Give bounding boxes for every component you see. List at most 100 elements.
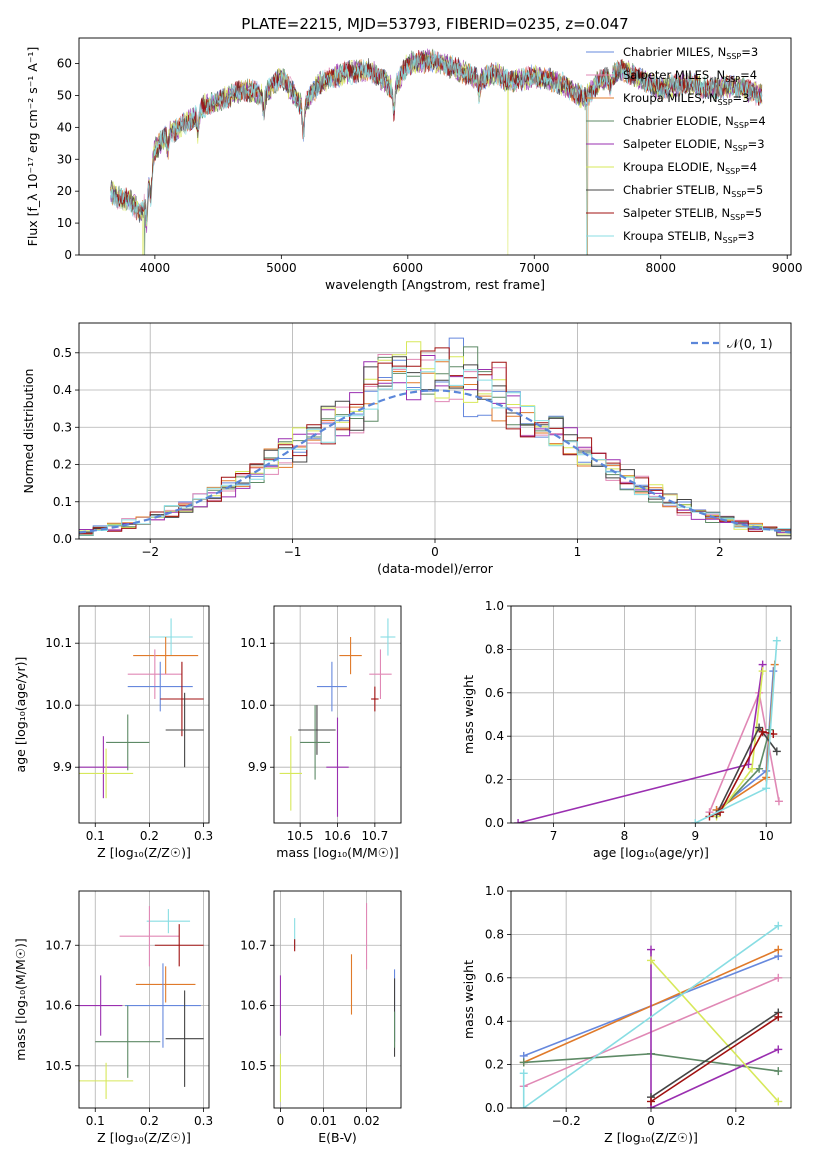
mass-vs-z-point — [135, 966, 196, 1003]
age-vs-mass-point — [316, 661, 347, 712]
legend-entry-name: Kroupa ELODIE, N — [623, 160, 725, 174]
legend-entry: Chabrier STELIB, NSSP=5 — [623, 183, 763, 199]
mass-weight-vs-z-marker — [647, 1097, 655, 1106]
mass-weight-vs-z-marker — [519, 1104, 528, 1108]
spectrum-y-tick-label: 20 — [57, 184, 72, 198]
age-vs-z-point — [79, 736, 128, 799]
residuals-y-tick-label: 0.3 — [53, 420, 72, 434]
spectrum-y-tick-label: 10 — [57, 216, 72, 230]
mass-weight-vs-z-panel: −0.2 0 0.2 0.0 0.2 0.4 0.6 0.8 1.0 Z [log₁₀(Z/Z☉)… — [461, 884, 792, 1145]
age-vs-mass-y-tick-label: 10.1 — [240, 636, 267, 650]
age-vs-mass-point — [339, 637, 362, 675]
mass-weight-vs-age-y-axis-label: mass weight — [461, 675, 476, 754]
mass-vs-z-point — [95, 1005, 161, 1078]
mass-weight-vs-age-series-line — [716, 729, 771, 815]
mass-vs-z-point — [79, 1062, 134, 1099]
spectrum-x-tick-label: 6000 — [393, 261, 424, 275]
age-vs-mass-point — [279, 736, 303, 811]
mass-weight-vs-z-plot-area — [519, 921, 783, 1108]
mass-vs-ebv-y-tick-label: 10.7 — [240, 938, 267, 952]
residuals-x-tick-label: −2 — [141, 545, 159, 559]
legend-entry-count: =3 — [741, 45, 758, 59]
mass-vs-z-point — [154, 924, 204, 967]
age-vs-z-point — [133, 637, 199, 675]
mass-weight-vs-age-series-line — [517, 664, 764, 823]
legend-entry: Kroupa MILES, NSSP=3 — [623, 91, 749, 107]
age-vs-mass-point — [298, 705, 336, 755]
spectrum-x-axis-label: wavelength [Angstrom, rest frame] — [325, 277, 545, 292]
mass-weight-vs-age-marker — [514, 819, 523, 823]
residuals-x-tick-label: −1 — [284, 545, 302, 559]
age-vs-z-x-tick-label: 0.3 — [194, 829, 213, 843]
age-vs-mass-y-tick-label: 9.9 — [248, 760, 267, 774]
age-vs-mass-panel: 10.5 10.6 10.7 9.9 10.0 10.1 mass [log₁₀(M/M☉)… — [240, 605, 402, 860]
age-vs-mass-point — [371, 686, 379, 712]
spectrum-y-tick-label: 40 — [57, 120, 72, 134]
age-vs-z-point — [79, 748, 134, 799]
mass-vs-ebv-x-tick-label: 0 — [277, 1114, 285, 1128]
age-vs-mass-point — [380, 618, 396, 656]
mass-vs-ebv-panel: 0 0.01 0.02 10.5 10.6 10.7 E(B-V) — [240, 890, 402, 1145]
residuals-y-tick-label: 0.0 — [53, 532, 72, 546]
spectrum-y-axis-label: Flux [f_λ 10⁻¹⁷ erg cm⁻² s⁻¹ A⁻¹] — [25, 47, 40, 247]
legend-entry: Salpeter ELODIE, NSSP=3 — [623, 137, 765, 153]
mass-weight-vs-z-y-tick-label: 0.8 — [485, 927, 504, 941]
spectrum-x-tick-label: 8000 — [645, 261, 676, 275]
legend-entry-count: =4 — [740, 68, 757, 82]
mass-weight-vs-age-marker — [755, 723, 764, 732]
mass-vs-z-frame — [78, 890, 210, 1109]
mass-weight-vs-age-grid — [511, 605, 791, 824]
mass-weight-vs-z-y-tick-label: 0.6 — [485, 971, 504, 985]
mass-vs-z-x-tick-label: 0.1 — [86, 1114, 105, 1128]
mass-weight-vs-age-marker — [762, 784, 771, 793]
legend-entry: 𝒩(0, 1) — [727, 336, 773, 351]
mass-vs-ebv-plot-area — [279, 903, 396, 1102]
mass-weight-vs-z-series-line — [650, 959, 779, 1103]
age-vs-mass-plot-area — [279, 618, 396, 817]
mass-vs-z-point — [165, 990, 204, 1087]
mass-vs-z-panel: 0.1 0.2 0.3 10.5 10.6 10.7 Z [log₁₀(Z/Z☉)] mass… — [13, 890, 213, 1145]
residuals-x-tick-label: 2 — [716, 545, 724, 559]
mass-weight-vs-age-x-tick-label: 8 — [621, 829, 629, 843]
age-vs-z-y-tick-label: 10.0 — [45, 698, 72, 712]
legend-entry: Kroupa ELODIE, NSSP=4 — [623, 160, 757, 176]
spectrum-x-tick-label: 5000 — [266, 261, 297, 275]
mass-weight-vs-age-panel: 7 8 9 10 0.0 0.2 0.4 0.6 0.8 1.0 age [log₁₀(age/yr… — [461, 599, 792, 860]
age-vs-mass-point — [300, 705, 331, 780]
mass-weight-vs-age-plot-area — [514, 636, 783, 823]
mass-weight-vs-age-x-tick-label: 10 — [759, 829, 774, 843]
mass-weight-vs-z-marker — [774, 1067, 783, 1076]
spectrum-y-tick-label: 50 — [57, 88, 72, 102]
mass-vs-ebv-grid — [274, 891, 401, 1108]
age-vs-mass-frame — [273, 605, 402, 824]
normal-reference-curve — [79, 389, 791, 534]
spectrum-x-tick-label: 4000 — [140, 261, 171, 275]
mass-weight-vs-z-frame — [510, 890, 792, 1109]
mass-weight-vs-age-y-tick-label: 1.0 — [485, 599, 504, 613]
mass-weight-vs-z-y-tick-label: 0.0 — [485, 1101, 504, 1115]
age-vs-mass-y-tick-label: 10.0 — [240, 698, 267, 712]
age-vs-z-y-tick-label: 9.9 — [53, 760, 72, 774]
legend-entry-count: =5 — [745, 206, 762, 220]
age-vs-z-point — [106, 714, 150, 771]
mass-weight-vs-z-x-tick-label: 0.2 — [726, 1114, 745, 1128]
mass-weight-vs-age-marker — [748, 764, 757, 773]
mass-weight-vs-age-y-tick-label: 0.8 — [485, 642, 504, 656]
mass-weight-vs-age-marker — [758, 727, 767, 736]
mass-weight-vs-age-x-axis-label: age [log₁₀(age/yr)] — [593, 845, 709, 860]
age-vs-z-point — [165, 692, 204, 768]
mass-weight-vs-z-marker — [774, 1045, 783, 1054]
mass-weight-vs-z-series-line — [522, 925, 779, 1108]
figure-title: PLATE=2215, MJD=53793, FIBERID=0235, z=0… — [241, 15, 628, 33]
spectrum-plot-area — [110, 48, 763, 255]
age-vs-z-grid — [79, 606, 209, 823]
age-vs-z-frame — [78, 605, 210, 824]
legend-entry: Chabrier ELODIE, NSSP=4 — [623, 114, 766, 130]
mass-vs-z-y-axis-label: mass [log₁₀(M/M☉)] — [13, 938, 28, 1060]
legend-entry: Salpeter MILES, NSSP=4 — [623, 68, 757, 84]
age-vs-mass-x-tick-label: 10.6 — [324, 829, 351, 843]
legend-entry: Salpeter STELIB, NSSP=5 — [623, 206, 762, 222]
legend-entry-name: Chabrier STELIB, N — [623, 183, 731, 197]
residuals-y-tick-label: 0.4 — [53, 383, 72, 397]
